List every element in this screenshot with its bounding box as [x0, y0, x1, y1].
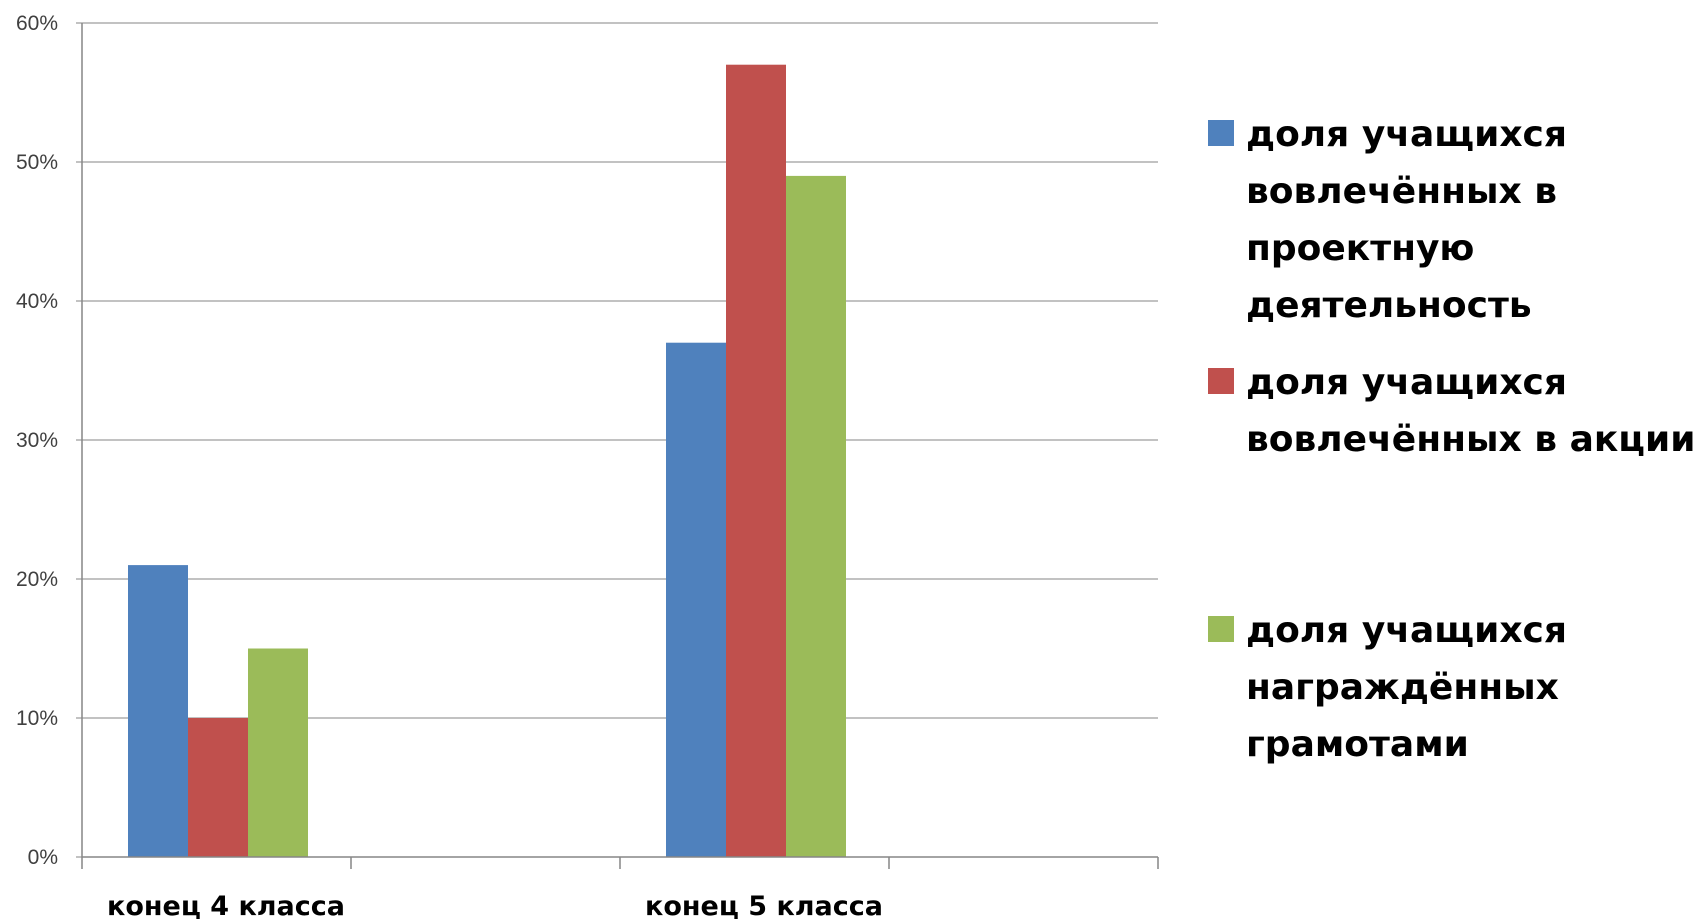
- bar-1-2: [666, 342, 726, 857]
- y-tick-label: 0%: [28, 846, 58, 869]
- legend-label: доля учащихся: [1246, 610, 1567, 651]
- y-tick-label: 60%: [16, 12, 58, 35]
- bars: [128, 64, 846, 857]
- x-category-label: конец 5 класса: [645, 891, 883, 922]
- legend-swatch: [1208, 616, 1234, 642]
- legend-label: вовлечённых в акции: [1246, 419, 1695, 460]
- legend-label: грамотами: [1246, 724, 1469, 765]
- legend-swatch: [1208, 368, 1234, 394]
- bar-3-2: [786, 175, 846, 857]
- y-tick-label: 10%: [16, 707, 58, 730]
- legend-swatch: [1208, 120, 1234, 146]
- legend-label: доля учащихся: [1246, 362, 1567, 403]
- bar-3-1: [248, 648, 308, 857]
- x-category-label: конец 4 класса: [107, 891, 345, 922]
- legend-label: проектную: [1246, 228, 1474, 269]
- y-tick-label: 40%: [16, 290, 58, 313]
- bar-1-1: [128, 565, 188, 857]
- y-tick-label: 30%: [16, 429, 58, 452]
- gridlines: [82, 22, 1158, 719]
- bar-2-1: [188, 718, 248, 857]
- legend-label: награждённых: [1246, 667, 1559, 708]
- legend-label: вовлечённых в: [1246, 171, 1557, 212]
- y-tick-label: 50%: [16, 151, 58, 174]
- bar-2-2: [726, 64, 786, 857]
- y-tick-label: 20%: [16, 568, 58, 591]
- legend-label: доля учащихся: [1246, 114, 1567, 155]
- legend: доля учащихся вовлечённых в проектную деяте…: [1208, 114, 1695, 765]
- legend-label: деятельность: [1246, 285, 1532, 326]
- axis-labels: 0% 10% 20% 30% 40% 50% 60% конец 4 класса конец …: [16, 12, 883, 922]
- axes: [76, 22, 1159, 869]
